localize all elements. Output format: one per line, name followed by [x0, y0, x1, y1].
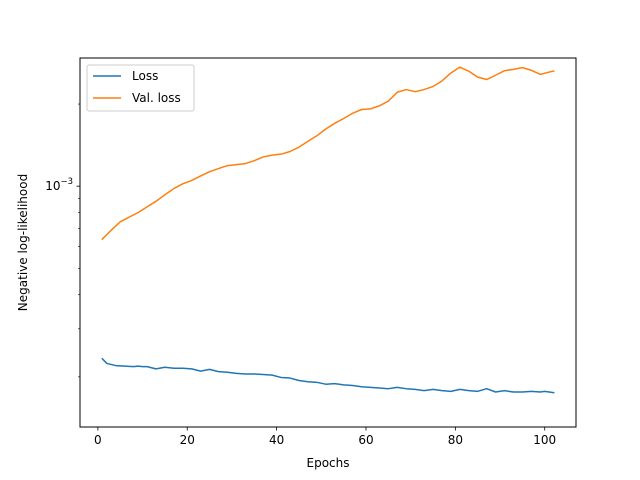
y-axis-label: Negative log-likelihood	[16, 174, 30, 311]
series-line-loss	[101, 357, 555, 394]
x-tick-label: 0	[94, 433, 102, 447]
legend-label-val-loss: Val. loss	[132, 91, 181, 105]
x-tick-label: 20	[180, 433, 195, 447]
x-tick-label: 40	[269, 433, 284, 447]
y-tick-label: 10−3	[45, 177, 73, 193]
x-axis-label: Epochs	[307, 456, 350, 470]
series-layer	[101, 66, 555, 394]
legend: Loss Val. loss	[86, 64, 195, 112]
x-tick-label: 80	[448, 433, 463, 447]
legend-label-loss: Loss	[132, 69, 158, 83]
x-tick-label: 100	[533, 433, 556, 447]
series-line-val-loss	[101, 66, 555, 241]
plot-frame	[79, 57, 577, 428]
x-tick-label: 60	[358, 433, 373, 447]
x-axis-ticks: 0 20 40 60 80 100	[94, 427, 556, 447]
